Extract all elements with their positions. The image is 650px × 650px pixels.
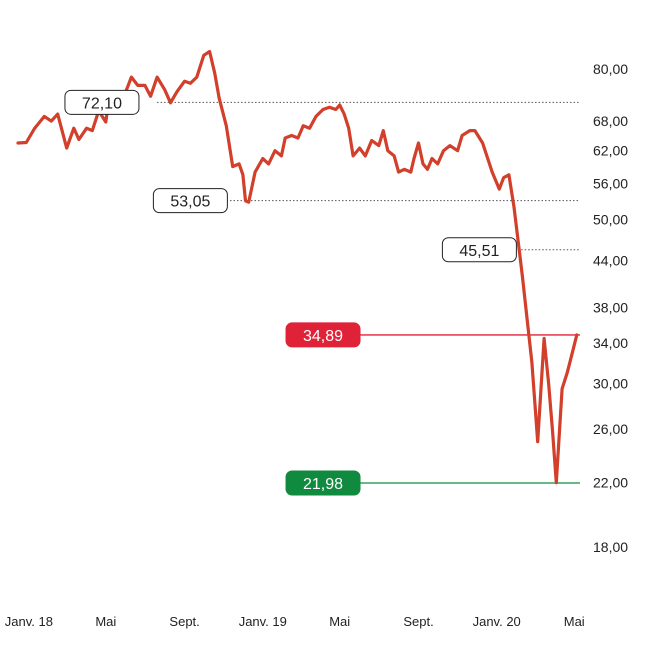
y-tick-label: 50,00	[593, 212, 628, 228]
level-label: 45,51	[441, 237, 517, 263]
x-axis: Janv. 18 Mai Sept. Janv. 19 Mai Sept. Janv. 20…	[5, 614, 585, 629]
x-tick-label: Sept.	[403, 614, 433, 629]
level-label-box	[64, 89, 140, 115]
level-label-box	[285, 470, 361, 496]
level-label-text: 21,98	[303, 476, 343, 493]
level-label-text: 45,51	[459, 243, 499, 260]
y-tick-label: 30,00	[593, 375, 628, 391]
level-label: 72,10	[64, 89, 140, 115]
y-tick-label: 26,00	[593, 421, 628, 437]
x-tick-label: Mai	[95, 614, 116, 629]
level-label-text: 53,05	[170, 194, 210, 211]
y-tick-label: 34,00	[593, 335, 628, 351]
series-line	[16, 49, 579, 485]
x-tick-label: Mai	[329, 614, 350, 629]
y-axis: 80,00 68,00 62,00 56,00 50,00 44,00 38,00 34,00…	[593, 61, 628, 555]
level-label-text: 72,10	[82, 95, 122, 112]
x-tick-label: Janv. 18	[5, 614, 53, 629]
level-label-box	[441, 237, 517, 263]
y-tick-label: 80,00	[593, 61, 628, 77]
y-tick-label: 62,00	[593, 143, 628, 159]
y-tick-label: 38,00	[593, 300, 628, 316]
x-tick-label: Janv. 19	[239, 614, 287, 629]
x-tick-label: Sept.	[169, 614, 199, 629]
series-layer	[16, 49, 579, 485]
level-labels: 72,10 53,05 45,51 34,89 21,98	[64, 89, 517, 496]
level-label: 21,98	[285, 470, 361, 496]
x-tick-label: Mai	[564, 614, 585, 629]
level-label: 34,89	[285, 322, 361, 348]
y-tick-label: 18,00	[593, 539, 628, 555]
y-tick-label: 44,00	[593, 253, 628, 269]
level-lines	[157, 101, 580, 484]
y-tick-label: 22,00	[593, 475, 628, 491]
x-tick-label: Janv. 20	[473, 614, 521, 629]
level-label-text: 34,89	[303, 328, 343, 345]
y-tick-label: 56,00	[593, 175, 628, 191]
level-label-box	[152, 188, 228, 214]
y-tick-label: 68,00	[593, 113, 628, 129]
level-label: 53,05	[152, 188, 228, 214]
level-label-box	[285, 322, 361, 348]
